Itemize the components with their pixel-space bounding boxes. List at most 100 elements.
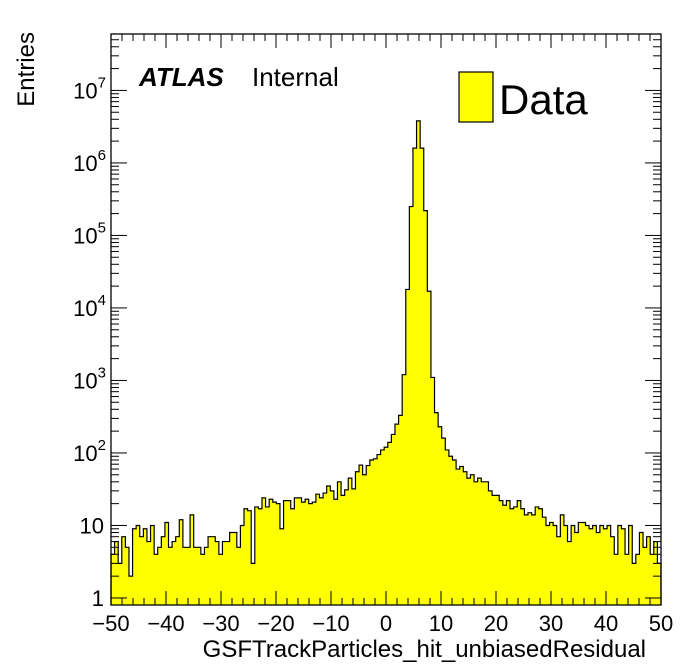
histogram-bar: [427, 291, 432, 605]
histogram-bar: [208, 536, 212, 605]
histogram-bar: [348, 478, 353, 605]
histogram-bar: [373, 458, 378, 605]
histogram-bar: [190, 514, 194, 605]
histogram-bar: [563, 525, 568, 605]
histogram-bar: [301, 502, 306, 605]
histogram-bar: [585, 525, 590, 605]
histogram-bar: [502, 505, 507, 605]
histogram-bar: [524, 514, 529, 605]
histogram-bar: [560, 514, 565, 605]
legend-swatch-data: [458, 71, 494, 123]
histogram-bar: [164, 522, 169, 605]
histogram-bar: [466, 478, 471, 605]
histogram-bar: [420, 148, 425, 605]
histogram-bar: [251, 563, 256, 605]
histogram-bar: [182, 547, 187, 605]
histogram-bar: [161, 536, 166, 605]
x-tick-label: 30: [539, 611, 563, 636]
histogram-bar: [128, 576, 133, 605]
histogram-bar: [326, 486, 331, 605]
histogram-bar: [240, 525, 245, 605]
histogram-bar: [146, 541, 151, 605]
histogram-bar: [650, 554, 655, 605]
atlas-label-status: Internal: [252, 62, 339, 92]
y-tick-label: 103: [73, 364, 106, 393]
histogram-bar: [175, 536, 180, 605]
histogram-bar: [549, 522, 554, 605]
legend-label-data: Data: [499, 76, 588, 123]
histogram-bar: [384, 447, 389, 605]
histogram-bar: [377, 454, 381, 605]
histogram-bar: [226, 541, 230, 605]
histogram-bar: [333, 499, 338, 605]
histogram-bar: [625, 554, 629, 605]
x-tick-label: −50: [92, 611, 129, 636]
histogram-bar: [599, 525, 604, 605]
histogram-bar: [355, 471, 360, 605]
histogram-bar: [484, 481, 489, 605]
y-axis-title: Entries: [13, 32, 40, 107]
histogram-bar: [592, 525, 597, 605]
y-tick-label: 106: [73, 147, 106, 176]
histogram-bar: [499, 500, 504, 605]
histogram-bar: [276, 503, 281, 605]
y-tick-label: 104: [73, 292, 106, 321]
x-axis-title: GSFTrackParticles_hit_unbiasedResidual: [203, 636, 646, 663]
histogram-bar: [308, 503, 313, 605]
histogram-bar: [179, 519, 184, 605]
histogram-bars: [110, 120, 662, 605]
histogram-bar: [409, 206, 414, 605]
histogram-bar: [470, 474, 475, 605]
atlas-label-name: ATLAS: [138, 62, 224, 92]
histogram-bar: [510, 508, 514, 605]
histogram-bar: [315, 494, 320, 605]
histogram-bar: [578, 522, 583, 605]
histogram-bar: [488, 490, 493, 605]
histogram-bar: [430, 377, 435, 605]
histogram-bar: [614, 554, 619, 605]
histogram-bar: [452, 459, 457, 605]
histogram-bar: [200, 554, 205, 605]
x-tick-label: 10: [429, 611, 453, 636]
histogram-bar: [168, 547, 173, 605]
histogram-bar: [186, 547, 191, 605]
histogram-bar: [646, 536, 651, 605]
histogram-bar: [481, 481, 486, 605]
histogram-bar: [233, 532, 238, 605]
histogram-bar: [474, 481, 478, 605]
histogram-bar: [323, 493, 327, 605]
histogram-bar: [423, 210, 428, 605]
histogram-bar: [603, 528, 608, 605]
histogram-bar: [283, 500, 288, 605]
histogram-bar: [495, 495, 500, 605]
histogram-bar: [657, 563, 662, 605]
histogram-bar: [294, 497, 299, 605]
y-tick-label: 1: [92, 586, 104, 611]
histogram-bar: [197, 547, 202, 605]
histogram-bar: [394, 424, 399, 605]
histogram-bar: [111, 554, 115, 605]
histogram-bar: [247, 510, 252, 605]
histogram-bar: [412, 148, 417, 605]
x-axis-ticks: −50 −40 −30 −20 −10 0 10 20 30 40 50: [92, 34, 673, 636]
histogram-bar: [193, 547, 198, 605]
histogram-bar: [527, 512, 532, 605]
histogram-bar: [639, 532, 644, 605]
histogram-bar: [635, 554, 640, 605]
histogram-bar: [520, 508, 525, 605]
histogram-bar: [215, 541, 220, 605]
x-tick-label: 40: [594, 611, 618, 636]
histogram-bar: [448, 456, 453, 605]
histogram-bar: [254, 506, 259, 605]
histogram-bar: [545, 525, 550, 605]
histogram-bar: [445, 449, 450, 605]
y-tick-label: 102: [73, 437, 106, 466]
histogram-bar: [643, 547, 647, 605]
histogram-bar: [132, 528, 137, 605]
histogram-bar: [538, 508, 543, 605]
histogram-bar: [405, 289, 410, 605]
histogram-bar: [157, 547, 162, 605]
x-tick-label: −10: [312, 611, 349, 636]
histogram-bar: [459, 466, 464, 605]
